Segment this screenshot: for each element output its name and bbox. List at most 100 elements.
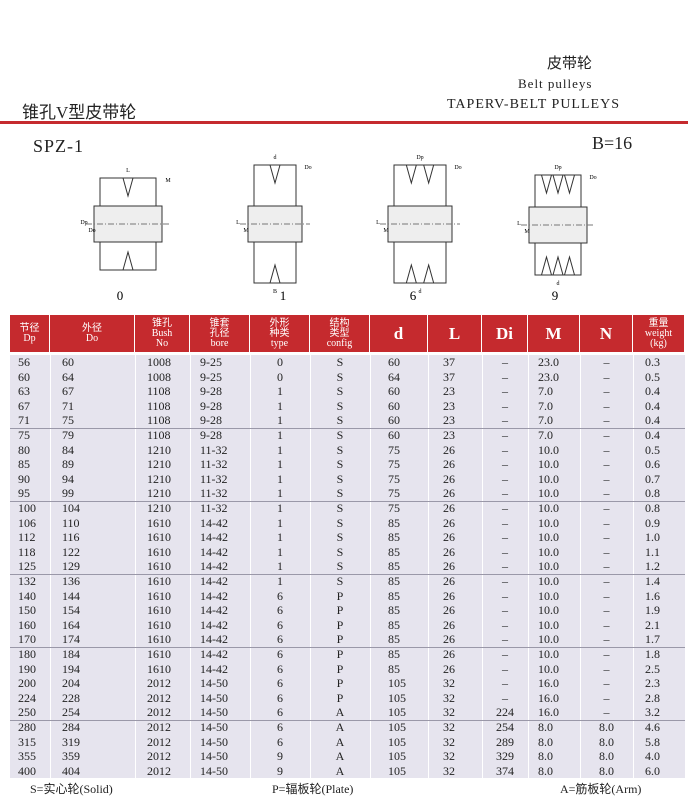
table-cell: 8.0 <box>599 720 614 734</box>
table-cell: 1 <box>277 428 283 442</box>
table-cell: 100 <box>18 501 36 515</box>
belt-width: B=16 <box>592 133 633 153</box>
table-cell: – <box>603 661 610 676</box>
column-rule <box>50 355 51 779</box>
table-cell: – <box>603 530 610 545</box>
table-cell: P <box>336 617 344 632</box>
table-cell: 8.0 <box>538 734 553 749</box>
table-cell: 11-32 <box>200 457 228 472</box>
table-cell: 254 <box>62 705 80 720</box>
table-cell: S <box>336 369 344 384</box>
table-cell: 26 <box>443 457 455 472</box>
table-cell: 404 <box>62 763 80 778</box>
header-line: 重量 <box>648 317 669 329</box>
groove <box>269 164 281 284</box>
table-cell: 67 <box>62 384 74 399</box>
table-cell: 6 <box>277 734 283 749</box>
table-cell: 10.0 <box>538 588 559 603</box>
dimension-label: d <box>419 289 422 295</box>
dimension-label: L <box>376 220 380 226</box>
table-cell: – <box>502 632 508 647</box>
table-cell: 1610 <box>147 617 171 632</box>
table-cell: 6 <box>277 720 283 734</box>
table-cell: 85 <box>388 574 400 588</box>
table-cell: – <box>502 384 508 399</box>
table-cell: – <box>502 501 508 515</box>
column-header: M <box>528 315 580 352</box>
table-cell: – <box>603 355 610 369</box>
table-cell: P <box>336 632 344 647</box>
table-cell: 10.0 <box>538 617 559 632</box>
table-cell: 89 <box>62 457 74 472</box>
table-cell: 85 <box>388 530 400 545</box>
table-body <box>10 355 685 779</box>
table-cell: 184 <box>62 647 80 661</box>
table-cell: 95 <box>18 486 30 501</box>
table-cell: 85 <box>388 647 400 661</box>
table-cell: – <box>603 544 610 559</box>
groove <box>122 177 134 271</box>
header-line: (kg) <box>650 337 667 349</box>
header-line: type <box>270 337 289 349</box>
table-cell: 105 <box>388 734 406 749</box>
table-cell: – <box>603 690 610 705</box>
table-cell: A <box>335 734 345 749</box>
table-cell: S <box>336 515 344 530</box>
legend-item: S=实心轮(Solid) <box>30 782 113 796</box>
table-cell: 6 <box>277 647 283 661</box>
dimension-label: Dp <box>416 155 423 161</box>
table-cell: – <box>502 486 508 501</box>
table-cell: 4.6 <box>645 720 660 734</box>
dimension-label: Do <box>88 228 95 234</box>
table-cell: S <box>336 471 344 486</box>
table-cell: – <box>603 486 610 501</box>
table-cell: 64 <box>62 369 74 384</box>
table-cell: 136 <box>62 574 80 588</box>
table-cell: 67 <box>18 398 30 413</box>
table-cell: 60 <box>388 398 400 413</box>
table-cell: 0.4 <box>645 428 660 442</box>
table-cell: 2.1 <box>645 617 660 632</box>
table-cell: 1 <box>277 413 283 428</box>
table-cell: 1610 <box>147 544 171 559</box>
diagram-label: 1 <box>280 288 287 303</box>
header-line: 外形 <box>269 317 290 329</box>
table-cell: – <box>603 428 610 442</box>
table-cell: 75 <box>388 457 400 472</box>
table-cell: 1610 <box>147 515 171 530</box>
table-cell: 26 <box>443 617 455 632</box>
table-cell: 94 <box>62 471 74 486</box>
table-cell: 8.0 <box>538 749 553 764</box>
table-cell: 1 <box>277 574 283 588</box>
table-cell: 132 <box>18 574 36 588</box>
column-header: Di <box>482 315 528 352</box>
table-cell: 26 <box>443 442 455 457</box>
table-cell: 1 <box>277 544 283 559</box>
table-cell: 23 <box>443 413 455 428</box>
diagram-label: 6 <box>410 288 417 303</box>
table-cell: 0.5 <box>645 369 660 384</box>
legend-item: A=筋板轮(Arm) <box>560 782 642 796</box>
table-cell: 1210 <box>147 442 171 457</box>
column-rule <box>310 355 311 779</box>
table-cell: 6 <box>277 661 283 676</box>
header-line: d <box>393 323 404 343</box>
diagram-label: 0 <box>117 288 124 303</box>
table-cell: – <box>603 676 610 691</box>
table-cell: P <box>336 661 344 676</box>
table-cell: 85 <box>388 559 400 574</box>
table-cell: 60 <box>388 384 400 399</box>
table-cell: 14-50 <box>200 676 228 691</box>
table-cell: 0.7 <box>645 471 660 486</box>
table-cell: 26 <box>443 559 455 574</box>
dimension-label: L <box>236 220 240 226</box>
table-cell: 14-42 <box>200 588 228 603</box>
table-cell: 85 <box>18 457 30 472</box>
table-cell: 80 <box>18 442 30 457</box>
header-line: Do <box>85 332 99 344</box>
table-cell: 174 <box>62 632 80 647</box>
table-cell: 6 <box>277 676 283 691</box>
table-cell: 1610 <box>147 574 171 588</box>
table-cell: 1108 <box>147 428 171 442</box>
groove <box>423 164 435 284</box>
